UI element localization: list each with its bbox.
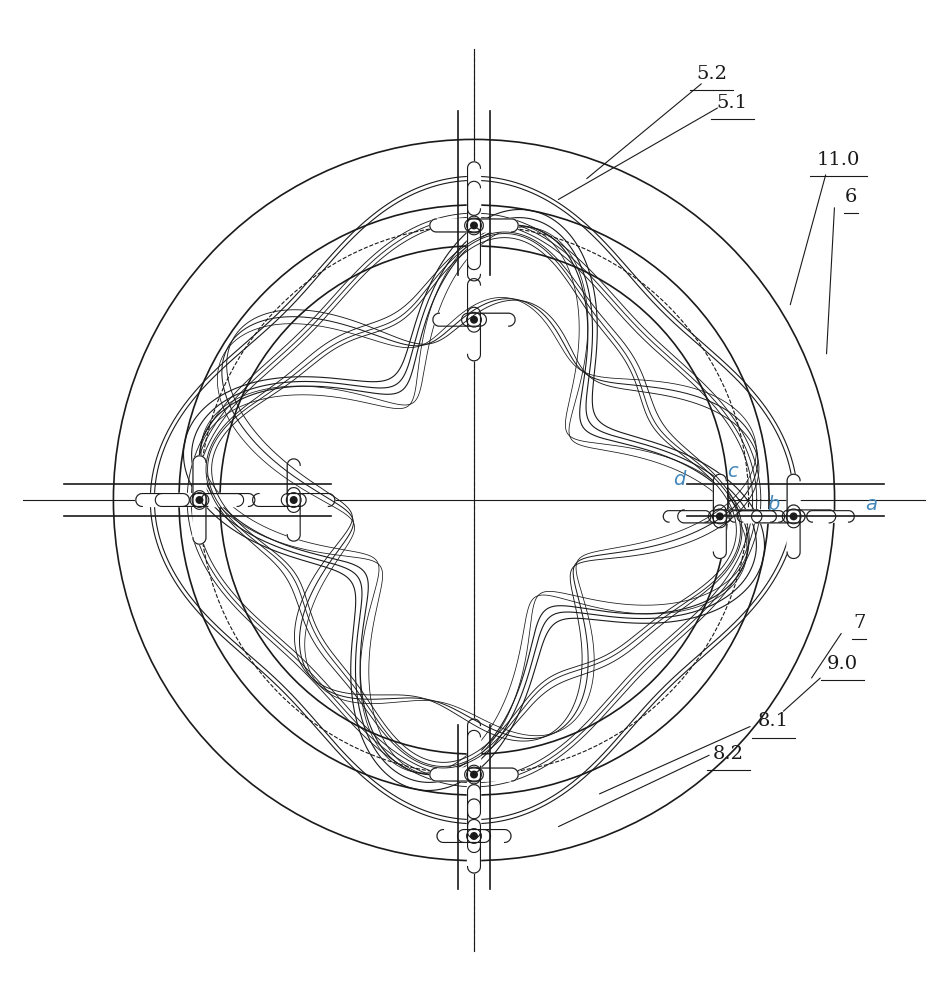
Polygon shape	[467, 820, 481, 873]
Polygon shape	[807, 511, 854, 522]
Text: 7: 7	[853, 614, 866, 632]
Polygon shape	[287, 459, 301, 512]
Circle shape	[471, 833, 477, 839]
Polygon shape	[729, 511, 776, 522]
Text: 5.2: 5.2	[696, 65, 727, 83]
Polygon shape	[752, 510, 805, 523]
Polygon shape	[782, 510, 836, 523]
Polygon shape	[465, 768, 519, 781]
Text: a: a	[866, 495, 878, 514]
Polygon shape	[664, 511, 711, 522]
Polygon shape	[787, 505, 800, 558]
Circle shape	[717, 513, 723, 520]
Circle shape	[471, 771, 477, 778]
Text: 8.2: 8.2	[713, 745, 743, 763]
Polygon shape	[429, 219, 483, 232]
Polygon shape	[714, 505, 726, 558]
Polygon shape	[193, 491, 206, 544]
Circle shape	[471, 316, 477, 323]
Polygon shape	[467, 719, 481, 773]
Polygon shape	[252, 494, 306, 506]
Polygon shape	[467, 181, 481, 235]
Polygon shape	[282, 494, 335, 506]
Text: c: c	[727, 462, 738, 481]
Polygon shape	[467, 162, 481, 215]
Circle shape	[471, 222, 477, 229]
Polygon shape	[467, 765, 481, 819]
Circle shape	[791, 513, 797, 520]
Polygon shape	[193, 456, 206, 509]
Text: d: d	[673, 470, 685, 489]
Polygon shape	[462, 313, 515, 326]
Circle shape	[196, 497, 203, 503]
Polygon shape	[433, 313, 486, 326]
Polygon shape	[467, 785, 481, 838]
Polygon shape	[467, 730, 481, 784]
Polygon shape	[465, 219, 519, 232]
Text: 5.1: 5.1	[717, 94, 748, 112]
Polygon shape	[467, 216, 481, 270]
Text: 8.1: 8.1	[757, 712, 789, 730]
Polygon shape	[155, 494, 209, 506]
Polygon shape	[437, 830, 490, 842]
Polygon shape	[201, 494, 255, 506]
Text: 9.0: 9.0	[828, 655, 858, 673]
Circle shape	[290, 497, 297, 503]
Text: 11.0: 11.0	[817, 151, 861, 169]
Polygon shape	[467, 227, 481, 281]
Polygon shape	[678, 510, 731, 523]
Polygon shape	[287, 488, 301, 541]
Polygon shape	[191, 494, 244, 506]
Polygon shape	[136, 494, 190, 506]
Text: b: b	[767, 495, 779, 514]
Polygon shape	[708, 510, 762, 523]
Polygon shape	[467, 799, 481, 852]
Polygon shape	[787, 474, 800, 528]
Polygon shape	[467, 307, 481, 361]
Text: 6: 6	[845, 188, 857, 206]
Polygon shape	[467, 279, 481, 332]
Polygon shape	[458, 830, 511, 842]
Polygon shape	[714, 474, 726, 528]
Polygon shape	[737, 511, 785, 522]
Polygon shape	[429, 768, 483, 781]
